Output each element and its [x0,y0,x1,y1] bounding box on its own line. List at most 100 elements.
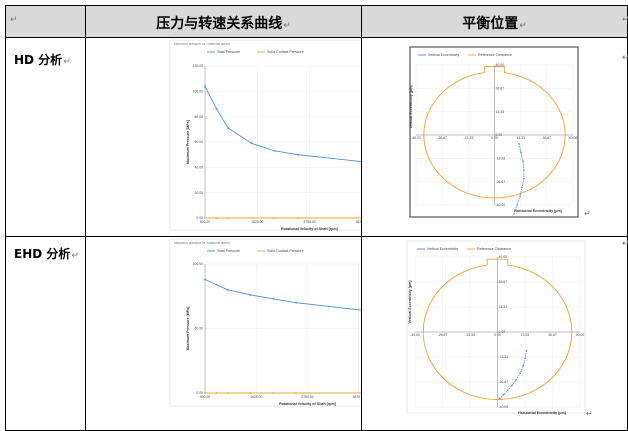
data-point [272,297,275,300]
y-tick-label: 100.00 [193,262,203,266]
data-point [204,217,206,219]
corner-paragraph-mark: ↵ [10,14,18,24]
x-tick-label: 500.00 [200,220,210,224]
chart-frame [169,39,441,231]
data-point [507,389,509,391]
chart-cell-ehd-pressure: Maximum pressure vs. rotational speed Tot… [85,236,428,431]
equilibrium-chart-ehd: Vertical Eccentricity Reference Clearance… [406,240,593,418]
data-point [226,288,229,291]
chart-frame [409,46,579,218]
legend-label: Solid Contact Pressure [267,249,304,253]
x-tick-label: -40.00 [410,333,420,337]
data-point [519,372,521,375]
data-point [498,397,501,400]
paragraph-mark: ↵ [283,21,291,31]
x-axis-title: Rotational Velocity of Shaft [rpm] [279,402,336,406]
series-line-total-pressure [204,86,415,171]
y-tick-label: -40.00 [499,405,509,409]
chart-window-title: Maximum pressure vs. rotational speed [174,241,230,245]
pressure-speed-chart-ehd: Maximum pressure vs. rotational speed Tot… [169,238,428,424]
y-axis-title: Maximum Pressure [MPa] [186,307,190,351]
y-tick-label: 60.00 [195,327,204,331]
x-tick-label: -26.67 [437,136,447,140]
x-tick-label: 26.67 [548,333,557,337]
chart-window-title: Maximum pressure vs. rotational speed [174,42,230,46]
row-hd: HD 分析↵ Maximum pressure vs. rotational s… [5,37,628,237]
data-point [204,278,206,281]
series-line-total-pressure [204,279,411,319]
data-point [204,392,206,394]
x-tick-label: 2750.00 [303,220,315,224]
paragraph-mark: ↵ [584,209,591,218]
row-label-cell-hd: HD 分析↵ [5,37,86,237]
data-point [525,349,528,352]
data-point [215,392,218,394]
data-point [522,364,525,367]
data-point [215,217,218,219]
x-axis-title: Horizontal Eccentricity [μm] [514,209,562,213]
data-point [523,169,525,171]
y-axis-title: Maximum Pressure [MPa] [186,120,190,164]
legend-label: Solid Contact Pressure [267,50,304,54]
x-tick-label: 500.00 [200,395,210,399]
header-row: ↵ 压力与转速关系曲线↵ 平衡位置↵ [5,5,628,38]
y-tick-label: 60.00 [195,140,204,144]
legend-label: Total Pressure [217,50,240,54]
y-tick-label: 13.33 [499,305,508,309]
y-tick-label: -13.33 [496,157,506,161]
data-point [296,153,299,156]
data-point [515,379,517,381]
row-end-mark: ↵ [622,52,628,62]
reference-clearance-curve [422,258,573,400]
data-point [226,392,229,394]
data-point [523,177,525,180]
x-tick-label: 1625.00 [250,395,262,399]
y-axis-title: Vertical Eccentricity [μm] [409,86,413,129]
header-pressure-speed: 压力与转速关系曲线 [156,16,283,32]
data-point [520,151,522,154]
paragraph-mark: ↵ [63,57,71,67]
row-label-cell-ehd: EHD 分析↵ [5,236,86,431]
x-tick-label: 40.00 [576,333,585,337]
legend-label: Reference Clearance [478,53,512,57]
data-point [215,108,218,110]
y-tick-label: 20.00 [195,191,204,195]
x-tick-label: 1625.00 [251,220,263,224]
reference-clearance-curve [423,66,566,199]
x-tick-label: 2750.00 [301,395,313,399]
x-tick-label: -26.67 [438,333,448,337]
data-point [502,394,505,396]
data-point [522,160,524,163]
x-tick-label: 3875.00 [353,395,361,399]
y-tick-label: 40.00 [496,63,505,67]
y-axis-title: Vertical Eccentricity [μm] [408,281,412,324]
x-tick-label: -13.33 [465,333,475,337]
y-tick-label: 26.67 [499,280,508,284]
data-point [513,212,515,215]
data-point [204,85,206,88]
data-point [511,384,513,387]
legend-label: Vertical Eccentricity [428,53,459,57]
x-tick-label: -40.00 [411,136,421,140]
data-point [250,217,253,219]
data-point [215,283,218,286]
x-tick-label: -13.33 [464,136,474,140]
y-tick-label: -40.00 [496,203,506,207]
data-point [249,392,252,394]
header-equilibrium-position: 平衡位置 [462,16,519,32]
x-tick-label: 40.00 [569,136,578,140]
row-end-mark: ↵ [622,238,628,248]
data-point [296,217,299,219]
data-point [227,127,230,129]
chart-frame [406,240,586,414]
comparison-table: ↵ 压力与转速关系曲线↵ 平衡位置↵ HD 分析↵ Maximum pressu… [5,5,628,431]
x-tick-label: 3875.00 [356,220,361,224]
data-point [249,294,252,296]
data-point [295,392,298,394]
x-tick-label: 26.67 [543,136,552,140]
chart-cell-hd-equilibrium: Vertical Eccentricity Reference Clearance… [361,37,628,237]
paragraph-mark: ↵ [519,21,527,31]
row-end-mark: ↵ [622,14,628,24]
data-point [516,204,518,206]
